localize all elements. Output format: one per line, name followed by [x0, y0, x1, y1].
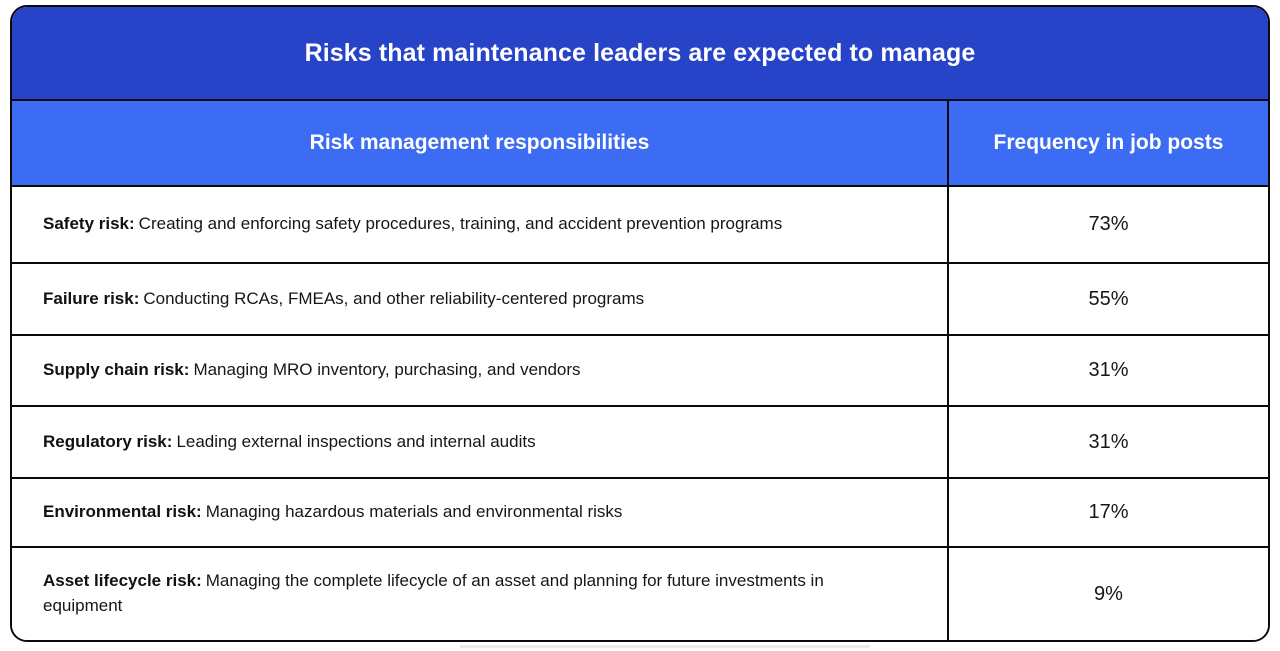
responsibility-text: Supply chain risk: Managing MRO inventory… [43, 358, 581, 383]
risk-description: Managing the complete lifecycle of an as… [43, 571, 824, 615]
table-row-environmental-risk: Environmental risk: Managing hazardous ma… [12, 479, 1268, 548]
risk-label: Environmental risk: [43, 502, 202, 522]
table-row-regulatory-risk: Regulatory risk: Leading external inspect… [12, 407, 1268, 479]
table-row-asset-lifecycle-risk: Asset lifecycle risk: Managing the comple… [12, 548, 1268, 640]
risk-label: Regulatory risk: [43, 431, 173, 451]
risk-description: Managing MRO inventory, purchasing, and … [193, 360, 581, 380]
frequency-cell: 31% [1088, 359, 1129, 381]
responsibility-text: Failure risk: Conducting RCAs, FMEAs, and… [43, 287, 644, 312]
table-row-failure-risk: Failure risk: Conducting RCAs, FMEAs, and… [12, 264, 1268, 336]
frequency-cell: 73% [1088, 213, 1129, 235]
risk-table-card: Risks that maintenance leaders are expec… [10, 5, 1270, 642]
responsibility-cell: Failure risk: Conducting RCAs, FMEAs, and… [12, 264, 949, 334]
responsibility-cell: Safety risk: Creating and enforcing safet… [12, 187, 949, 262]
risk-label: Failure risk: [43, 288, 140, 308]
table-row-safety-risk: Safety risk: Creating and enforcing safet… [12, 187, 1268, 264]
frequency-cell: 31% [1088, 430, 1129, 453]
frequency-cell: 17% [1088, 501, 1129, 523]
risk-description: Conducting RCAs, FMEAs, and other reliab… [143, 288, 645, 308]
risk-description: Leading external inspections and interna… [176, 431, 536, 451]
responsibility-text: Safety risk: Creating and enforcing safet… [43, 212, 782, 237]
table-row-supply-chain-risk: Supply chain risk: Managing MRO inventory… [12, 336, 1268, 407]
risk-description: Managing hazardous materials and environ… [205, 502, 623, 522]
responsibility-cell: Supply chain risk: Managing MRO inventory… [12, 336, 949, 405]
risk-description: Creating and enforcing safety procedures… [138, 214, 783, 234]
table-title: Risks that maintenance leaders are expec… [304, 38, 976, 67]
column-header-responsibilities: Risk management responsibilities [12, 101, 949, 185]
responsibility-text: Environmental risk: Managing hazardous ma… [43, 500, 622, 525]
responsibility-cell: Asset lifecycle risk: Managing the comple… [12, 548, 949, 640]
bottom-shadow-line [460, 645, 870, 648]
responsibility-cell: Regulatory risk: Leading external inspect… [12, 407, 949, 477]
risk-label: Asset lifecycle risk: [43, 571, 202, 591]
column-header-row: Risk management responsibilities Frequen… [12, 101, 1268, 187]
table-title-bar: Risks that maintenance leaders are expec… [12, 7, 1268, 101]
frequency-cell: 55% [1088, 287, 1129, 310]
responsibility-text: Regulatory risk: Leading external inspect… [43, 430, 536, 455]
risk-label: Supply chain risk: [43, 360, 190, 380]
responsibility-text: Asset lifecycle risk: Managing the comple… [43, 569, 873, 618]
risk-label: Safety risk: [43, 214, 135, 234]
frequency-cell: 9% [1094, 582, 1123, 605]
table-body: Safety risk: Creating and enforcing safet… [12, 187, 1268, 640]
column-header-frequency: Frequency in job posts [993, 131, 1224, 154]
responsibility-cell: Environmental risk: Managing hazardous ma… [12, 479, 949, 546]
